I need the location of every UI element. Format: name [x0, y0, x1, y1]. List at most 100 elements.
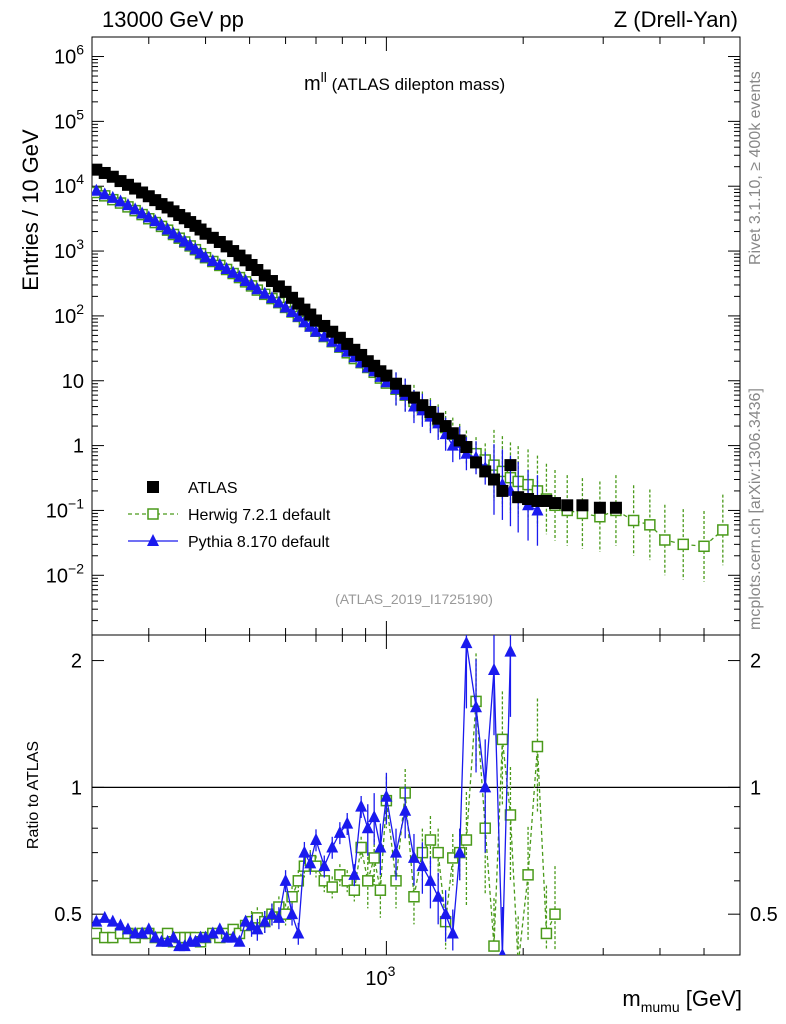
ratio-y-axis-label: Ratio to ATLAS — [25, 741, 42, 849]
data-point — [698, 540, 710, 553]
y-tick-label-base: 10 — [54, 306, 76, 328]
y-tick-label: 105 — [54, 106, 84, 133]
data-point — [549, 497, 562, 510]
data-point — [92, 163, 103, 176]
y-tick-label-base: 10 — [54, 111, 76, 133]
ratio-point — [355, 799, 368, 812]
ratio-point — [341, 875, 353, 887]
data-point — [659, 534, 671, 546]
ratio-point — [361, 821, 374, 834]
data-point — [173, 230, 186, 243]
legend-marker — [147, 534, 159, 546]
ratio-line-1 — [96, 643, 512, 955]
ratio-point — [368, 810, 381, 823]
y-tick-label: 104 — [54, 171, 84, 198]
x-axis-label: mmumu [GeV] — [622, 986, 742, 1015]
data-point — [213, 257, 226, 270]
data-point — [251, 282, 264, 295]
data-point — [129, 202, 142, 215]
ratio-point — [504, 644, 517, 657]
ratio-point — [408, 890, 420, 903]
y-tick-label-exp: 2 — [76, 301, 84, 317]
x-axis-label-sub: mumu — [641, 999, 680, 1015]
ratio-point — [479, 780, 492, 793]
data-point — [245, 278, 258, 291]
legend-label: Herwig 7.2.1 default — [188, 507, 331, 524]
data-point — [512, 491, 525, 504]
ratio-point — [265, 907, 278, 920]
ratio-point — [470, 700, 483, 713]
data-point — [677, 538, 689, 551]
legend-label: Pythia 8.170 default — [188, 534, 330, 551]
chart-marks — [92, 163, 729, 969]
ratio-point — [374, 884, 387, 896]
data-point — [717, 524, 729, 536]
data-point — [206, 254, 219, 267]
y-tick-label-exp: −1 — [68, 495, 84, 511]
y-tick-label-base: 10 — [54, 47, 76, 69]
ratio-point — [522, 869, 534, 881]
data-point — [265, 291, 278, 304]
data-point — [380, 369, 393, 382]
ratio-point — [399, 803, 412, 816]
data-point — [627, 514, 640, 527]
y-axis-label: Entries / 10 GeV — [18, 129, 43, 291]
main-marks — [92, 163, 729, 582]
ratio-point — [424, 834, 437, 846]
chart-title: mll (ATLAS dilepton mass) — [304, 69, 505, 95]
data-point — [251, 264, 264, 277]
ratio-point — [286, 890, 298, 903]
data-point — [167, 226, 180, 239]
data-point — [136, 206, 149, 219]
ratio-point — [446, 926, 459, 939]
data-point — [292, 309, 305, 322]
y-tick-label-exp: 4 — [76, 171, 84, 187]
data-point — [161, 222, 174, 235]
y-tick-label: 1 — [73, 436, 84, 458]
data-point — [220, 261, 233, 274]
analysis-id: (ATLAS_2019_I1725190) — [335, 591, 493, 607]
ratio-point — [355, 841, 367, 854]
y-tick-label-exp: −2 — [68, 560, 84, 576]
ratio-point — [227, 930, 240, 943]
ratio-point — [318, 859, 331, 872]
data-point — [309, 324, 322, 337]
data-point — [609, 501, 622, 514]
ratio-point — [390, 845, 403, 858]
side-label-bottom: mcplots.cern.ch [arXiv:1306.3436] — [747, 388, 764, 630]
ratio-point — [309, 833, 322, 846]
y-tick-label: 106 — [54, 42, 84, 69]
ratio-point — [298, 845, 311, 858]
ratio-point — [432, 846, 444, 859]
ratio-point — [453, 845, 466, 858]
chart-title-suffix: (ATLAS dilepton mass) — [327, 75, 505, 94]
data-point — [390, 377, 403, 390]
y-tick-label: 102 — [54, 301, 84, 328]
ratio-y-tick-label: 1 — [71, 777, 82, 799]
y-tick-label: 10 — [62, 371, 84, 393]
ratio-point — [292, 926, 305, 939]
data-point — [504, 459, 517, 472]
data-point — [460, 441, 473, 454]
data-point — [593, 501, 606, 514]
legend-marker — [147, 481, 159, 493]
ratio-point — [540, 927, 553, 940]
y-tick-label-base: 10 — [62, 371, 84, 393]
data-point — [142, 210, 155, 223]
data-point — [92, 183, 103, 196]
ratio-point — [368, 852, 380, 864]
ratio-point — [199, 930, 212, 943]
data-point — [644, 519, 656, 531]
ratio-point — [439, 907, 452, 920]
data-point — [531, 503, 544, 516]
legend-label: ATLAS — [188, 480, 238, 497]
ratio-point — [251, 922, 264, 935]
y-tick-label: 10−2 — [46, 560, 84, 587]
ratio-point — [341, 816, 354, 829]
y-tick-label: 10−1 — [46, 495, 84, 522]
ratio-point — [416, 859, 429, 872]
ratio-frame — [91, 634, 741, 956]
ratio-point — [513, 959, 523, 969]
data-point — [496, 484, 509, 497]
